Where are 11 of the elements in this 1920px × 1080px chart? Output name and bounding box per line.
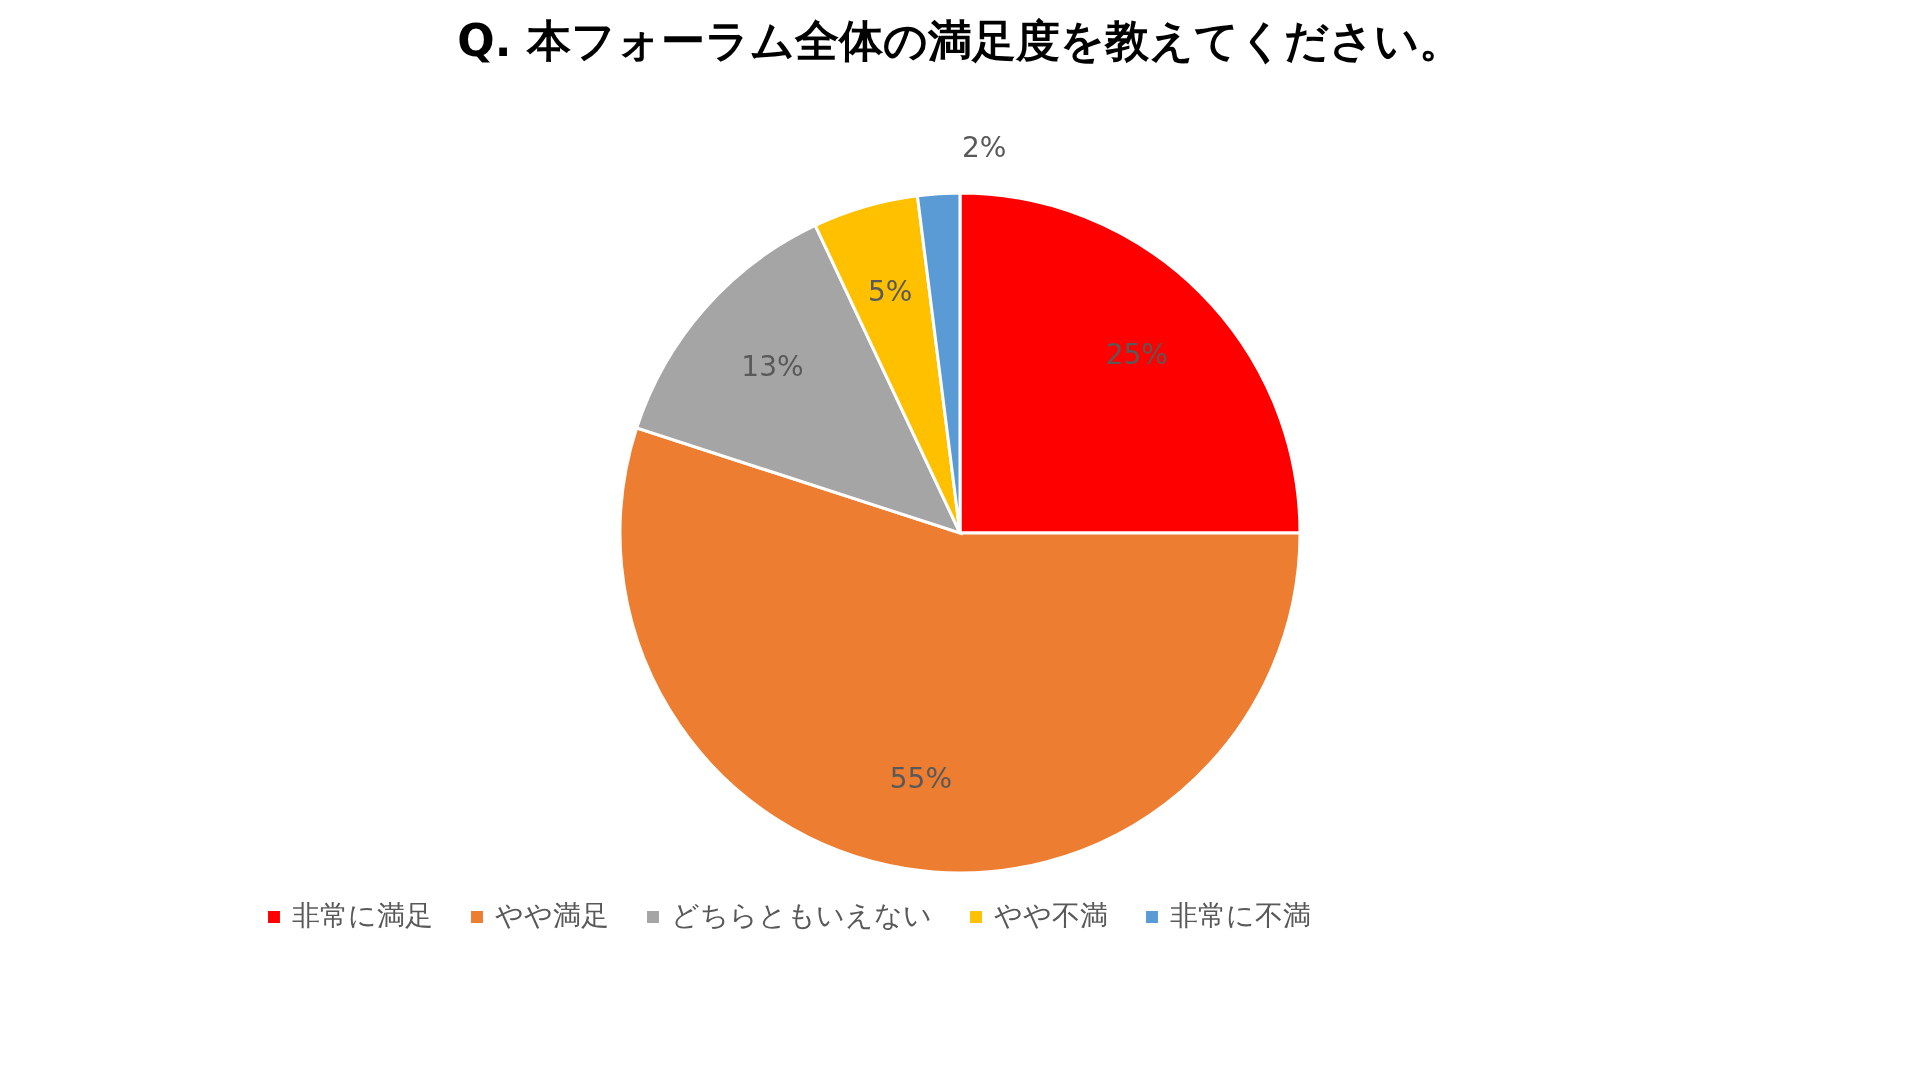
data-label: 25% [1105, 338, 1168, 372]
data-label: 55% [889, 761, 953, 795]
data-label: 13% [741, 349, 804, 383]
legend-label: 非常に満足 [292, 899, 433, 932]
legend-label: どちらともいえない [671, 899, 932, 932]
legend-label: やや満足 [495, 899, 609, 932]
data-label: 2% [961, 130, 1007, 164]
legend-label: 非常に不満 [1170, 899, 1311, 932]
data-label: 5% [868, 274, 913, 308]
chart-title: Q. 本フォーラム全体の満足度を教えてください。 [457, 14, 1463, 66]
legend-label: やや不満 [994, 899, 1108, 932]
